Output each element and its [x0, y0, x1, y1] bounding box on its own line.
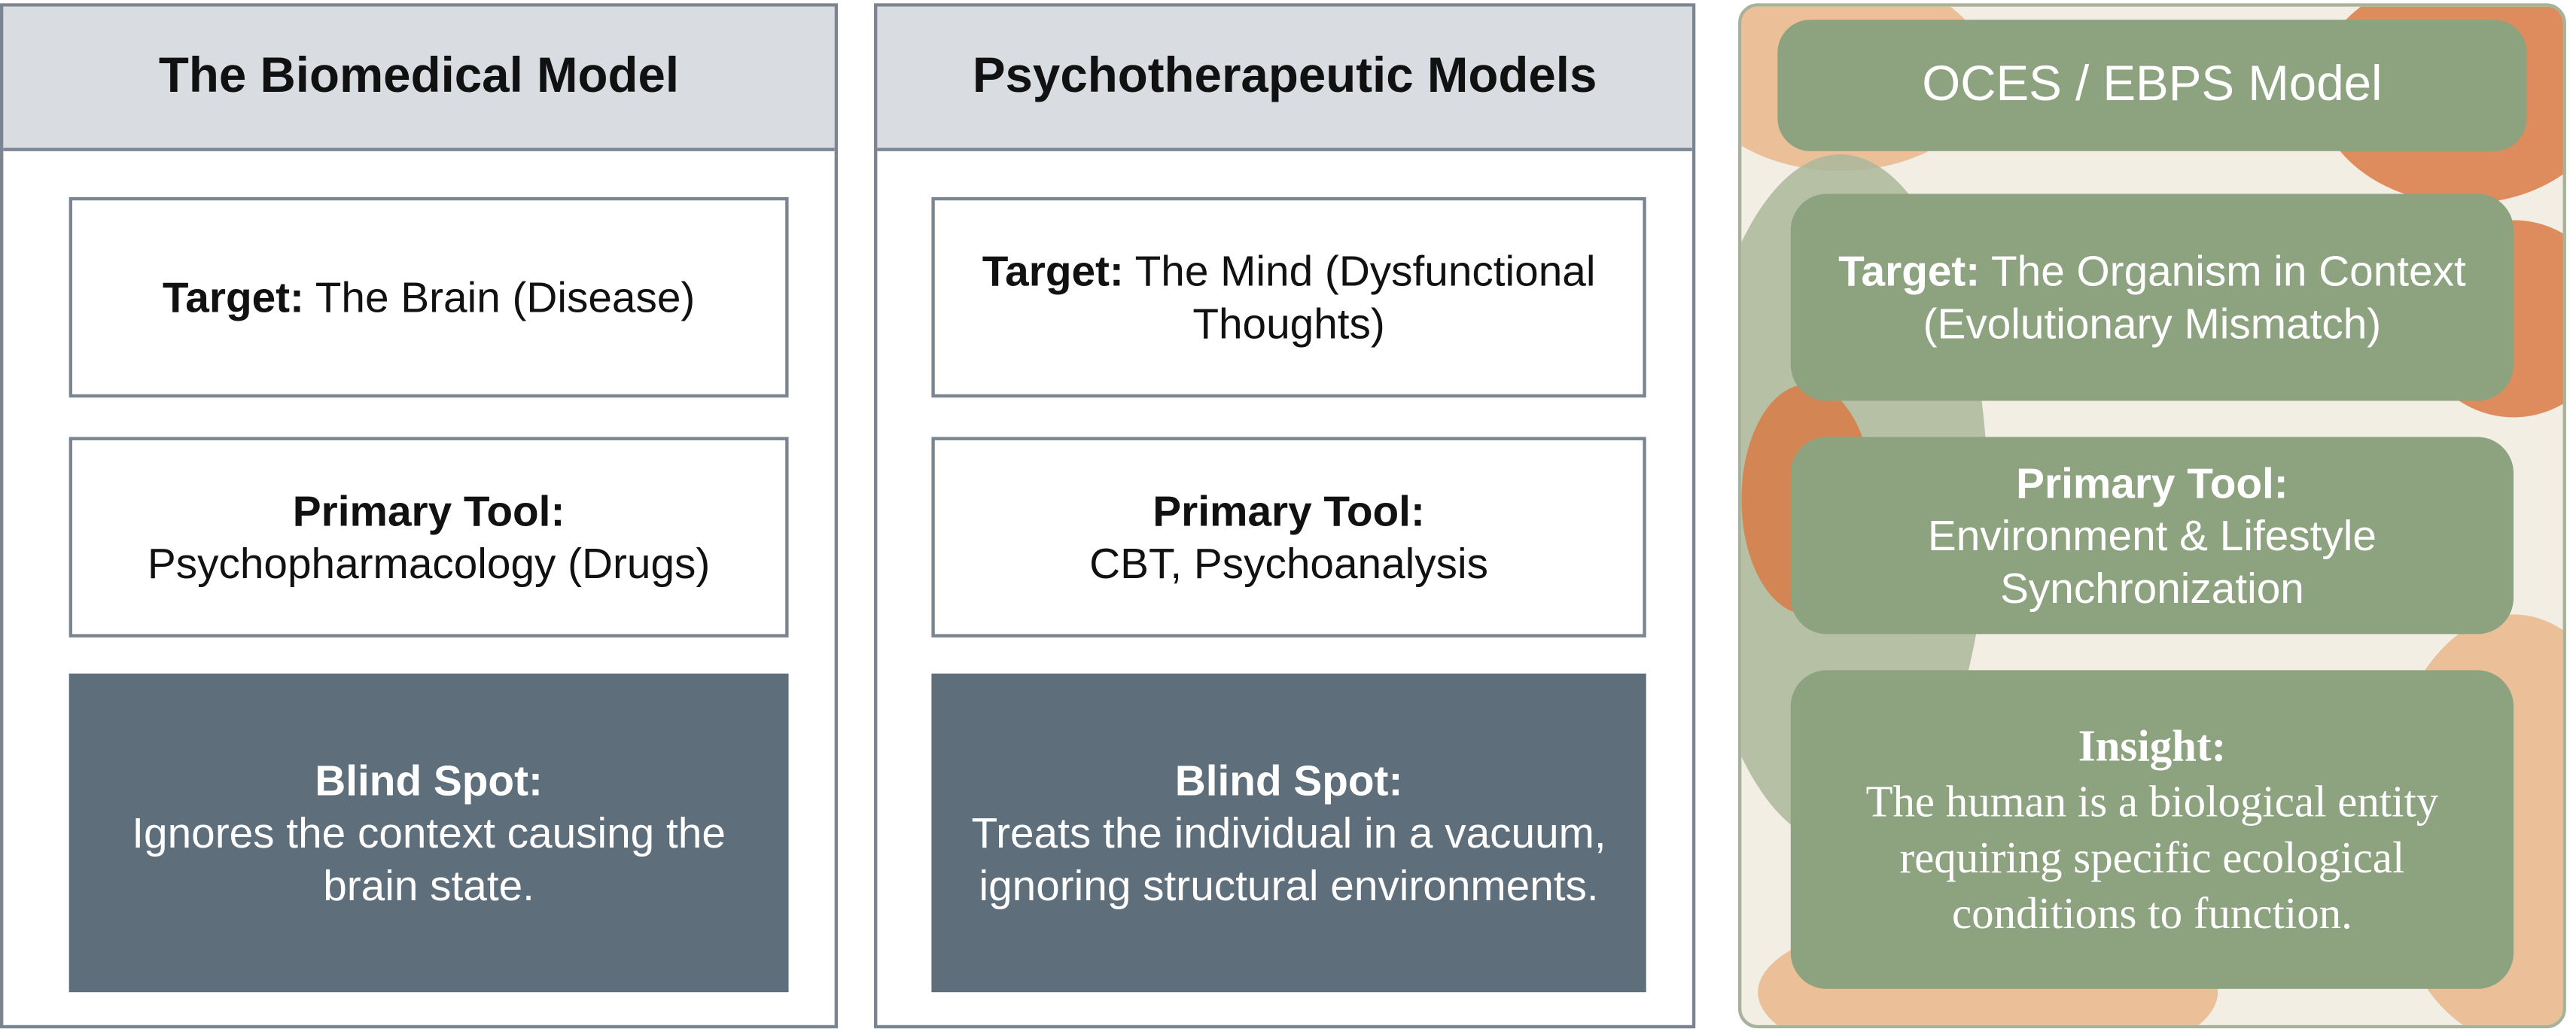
section-content: Blind Spot: Treats the individual in a va…	[955, 754, 1623, 912]
section-box: Insight: The human is a biological entity…	[1790, 670, 2514, 989]
section-content: Blind Spot: Ignores the context causing t…	[92, 754, 766, 912]
section-content: Target: The Mind (Dysfunctional Thoughts…	[958, 245, 1620, 350]
section-box: Blind Spot: Treats the individual in a va…	[931, 673, 1646, 993]
section-content: Primary Tool: Environment & Lifestyle Syn…	[1813, 457, 2490, 615]
section-box: Primary Tool: CBT, Psychoanalysis	[931, 437, 1646, 638]
section-label: Blind Spot:	[1174, 755, 1403, 805]
section-content: Target: The Organism in Context (Evoluti…	[1813, 245, 2490, 350]
section-label: Target:	[982, 246, 1124, 296]
column-title: Psychotherapeutic Models	[877, 6, 1692, 151]
section-label: Primary Tool:	[292, 486, 565, 536]
section-label: Target:	[1838, 246, 1981, 296]
section-box: Target: The Organism in Context (Evoluti…	[1790, 193, 2514, 401]
section-text: Treats the individual in a vacuum, ignor…	[971, 808, 1606, 911]
section-box: Target: The Mind (Dysfunctional Thoughts…	[931, 196, 1646, 398]
column: OCES / EBPS Model Target: The Organism in…	[1737, 3, 2566, 1029]
section-label: Blind Spot:	[315, 755, 543, 805]
section-text: Environment & Lifestyle Synchronization	[1927, 510, 2377, 613]
section-text: The Brain (Disease)	[315, 272, 696, 322]
section-text: The human is a biological entity requiri…	[1865, 777, 2439, 939]
column: Psychotherapeutic Models Target: The Mind…	[874, 3, 1696, 1029]
section-box: Primary Tool: Psychopharmacology (Drugs)	[69, 437, 789, 638]
section-text: The Mind (Dysfunctional Thoughts)	[1134, 246, 1596, 349]
section-text: CBT, Psychoanalysis	[1089, 538, 1488, 589]
section-label: Target:	[162, 272, 304, 322]
column-title: OCES / EBPS Model	[1777, 20, 2527, 151]
section-text: The Organism in Context (Evolutionary Mi…	[1923, 246, 2466, 349]
column-title: The Biomedical Model	[3, 6, 835, 151]
section-content: Target: The Brain (Disease)	[163, 271, 695, 324]
section-box: Target: The Brain (Disease)	[69, 196, 789, 398]
section-label: Primary Tool:	[1153, 486, 1425, 536]
section-text: Psychopharmacology (Drugs)	[147, 538, 711, 589]
section-text: Ignores the context causing the brain st…	[132, 808, 726, 911]
section-content: Primary Tool: Psychopharmacology (Drugs)	[148, 485, 710, 590]
section-content: Insight: The human is a biological entity…	[1813, 718, 2490, 942]
column: The Biomedical Model Target: The Brain (D…	[0, 3, 839, 1029]
section-label: Primary Tool:	[2016, 458, 2288, 508]
section-label: Insight:	[2078, 721, 2227, 771]
section-box: Primary Tool: Environment & Lifestyle Syn…	[1790, 437, 2514, 635]
section-content: Primary Tool: CBT, Psychoanalysis	[1089, 485, 1488, 590]
section-box: Blind Spot: Ignores the context causing t…	[69, 673, 789, 993]
